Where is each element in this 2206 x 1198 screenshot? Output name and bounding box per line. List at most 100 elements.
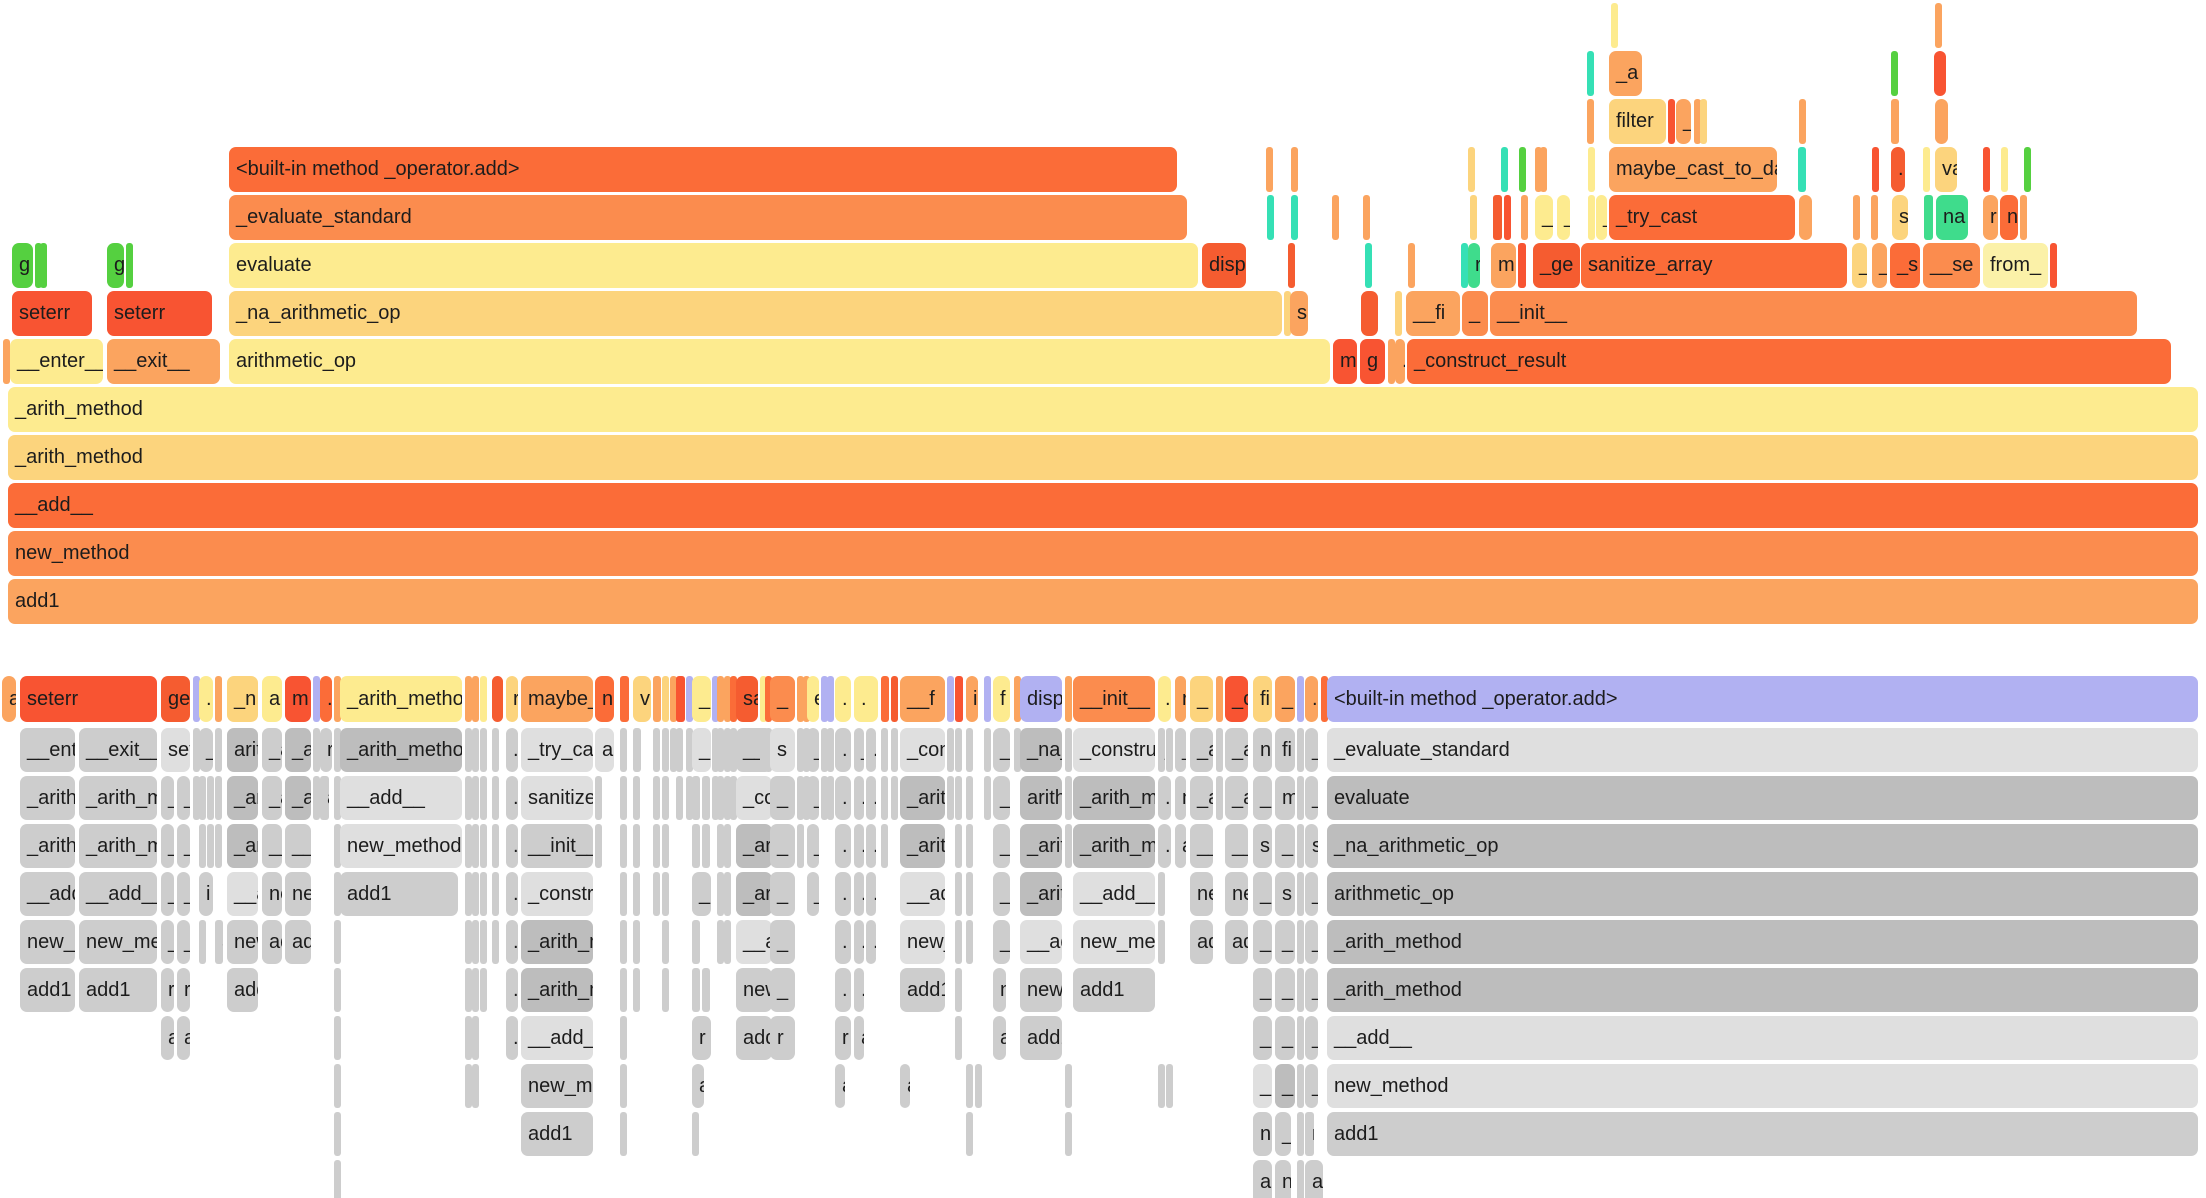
caller-bar[interactable]: new_method	[736, 968, 772, 1012]
caller-bar[interactable]	[313, 776, 320, 820]
caller-bar[interactable]: new_method	[1225, 872, 1248, 916]
caller-bar[interactable]: .	[854, 872, 864, 916]
caller-bar[interactable]	[1297, 1112, 1304, 1156]
caller-bar[interactable]: _	[854, 728, 864, 772]
caller-bar[interactable]: _	[770, 824, 795, 868]
caller-bar[interactable]: _arith_method	[285, 728, 311, 772]
caller-bar[interactable]: .	[835, 728, 851, 772]
caller-bar[interactable]: _arith_method	[1225, 776, 1248, 820]
caller-bar[interactable]	[334, 968, 341, 1012]
caller-bar[interactable]	[1297, 1016, 1304, 1060]
flame-bar[interactable]: m	[1333, 339, 1357, 384]
caller-bar[interactable]	[1297, 728, 1304, 772]
caller-bar[interactable]: .	[633, 920, 640, 964]
caller-bar[interactable]	[676, 728, 683, 772]
caller-bar[interactable]: __add__	[1225, 824, 1248, 868]
caller-bar[interactable]: r	[320, 728, 332, 772]
caller-bar[interactable]: a	[215, 920, 223, 964]
flame-bar[interactable]	[40, 243, 47, 288]
flame-bar[interactable]: _	[1190, 676, 1213, 722]
caller-bar[interactable]: r	[1305, 1112, 1314, 1156]
caller-bar[interactable]: new_method	[262, 872, 282, 916]
caller-bar[interactable]: _	[993, 824, 1010, 868]
caller-bar[interactable]	[1216, 728, 1223, 772]
caller-bar[interactable]: .	[492, 920, 499, 964]
flame-bar[interactable]	[215, 676, 222, 722]
caller-bar[interactable]: _	[807, 872, 819, 916]
caller-bar[interactable]: _arith_method	[1327, 920, 2198, 964]
caller-bar[interactable]: a	[1305, 1160, 1323, 1198]
flame-bar[interactable]	[465, 676, 472, 722]
caller-bar[interactable]: .	[506, 776, 518, 820]
flame-bar[interactable]: v	[633, 676, 651, 722]
caller-bar[interactable]: add1	[1190, 920, 1213, 964]
flame-bar[interactable]: sanitize_array	[1581, 243, 1847, 288]
caller-bar[interactable]	[620, 776, 627, 820]
caller-bar[interactable]: .	[702, 776, 710, 820]
flame-bar[interactable]	[881, 676, 889, 722]
flame-bar[interactable]	[1588, 147, 1595, 192]
caller-bar[interactable]: .	[662, 824, 669, 868]
caller-bar[interactable]: .	[835, 776, 851, 820]
caller-bar[interactable]: n	[1253, 728, 1272, 772]
flame-bar[interactable]: _try_cast	[1609, 195, 1795, 240]
caller-bar[interactable]: _arith_method	[262, 776, 282, 820]
caller-bar[interactable]	[465, 1016, 472, 1060]
flame-bar[interactable]: add1	[8, 579, 2198, 624]
caller-bar[interactable]: .	[492, 872, 499, 916]
caller-bar[interactable]: .	[207, 776, 214, 820]
caller-bar[interactable]: _construct_result	[736, 776, 772, 820]
caller-bar[interactable]: _na_arithmetic_op	[1020, 728, 1062, 772]
caller-bar[interactable]: _	[177, 872, 190, 916]
caller-bar[interactable]: .	[506, 920, 518, 964]
caller-bar[interactable]: __exit__	[79, 728, 157, 772]
flame-bar[interactable]	[1332, 195, 1339, 240]
caller-bar[interactable]: .	[955, 824, 962, 868]
caller-bar[interactable]	[334, 776, 341, 820]
caller-bar[interactable]: _	[161, 824, 174, 868]
caller-bar[interactable]	[620, 1064, 627, 1108]
caller-bar[interactable]	[1065, 1112, 1072, 1156]
caller-bar[interactable]	[803, 776, 810, 820]
caller-bar[interactable]	[717, 920, 724, 964]
caller-bar[interactable]	[797, 728, 804, 772]
flame-bar[interactable]	[480, 676, 487, 722]
caller-bar[interactable]	[692, 1112, 699, 1156]
flame-bar[interactable]: _c	[1225, 676, 1248, 722]
caller-bar[interactable]: __add__	[1327, 1016, 2198, 1060]
caller-bar[interactable]	[724, 776, 731, 820]
caller-bar[interactable]: .	[215, 728, 222, 772]
flame-bar[interactable]: i	[966, 676, 978, 722]
flame-bar[interactable]: seterr	[107, 291, 212, 336]
flame-bar[interactable]: _	[1676, 99, 1691, 144]
flame-bar[interactable]: _	[1535, 195, 1553, 240]
caller-bar[interactable]	[465, 1064, 472, 1108]
caller-bar[interactable]	[480, 920, 487, 964]
flame-bar[interactable]: seterr	[20, 676, 157, 722]
caller-bar[interactable]: .	[692, 920, 700, 964]
caller-bar[interactable]	[472, 1016, 479, 1060]
caller-bar[interactable]	[891, 776, 898, 820]
flame-bar[interactable]	[1461, 243, 1468, 288]
caller-bar[interactable]: _arith_method	[521, 968, 593, 1012]
caller-bar[interactable]: __add__	[20, 872, 75, 916]
caller-bar[interactable]	[1297, 824, 1304, 868]
flame-bar[interactable]	[1493, 195, 1502, 240]
caller-bar[interactable]: .	[866, 920, 876, 964]
flame-bar[interactable]: disp	[1202, 243, 1246, 288]
caller-bar[interactable]: n	[1275, 1160, 1291, 1198]
caller-bar[interactable]	[465, 968, 472, 1012]
caller-bar[interactable]: .	[506, 824, 518, 868]
flame-bar[interactable]	[1694, 99, 1701, 144]
caller-bar[interactable]: .	[633, 824, 640, 868]
caller-bar[interactable]	[881, 728, 888, 772]
flame-bar[interactable]: maybe_cast_to_datetime	[1609, 147, 1777, 192]
caller-bar[interactable]: _	[1175, 728, 1186, 772]
caller-bar[interactable]: n	[1175, 776, 1186, 820]
caller-bar[interactable]: _	[161, 920, 174, 964]
caller-bar[interactable]	[966, 872, 973, 916]
caller-bar[interactable]	[595, 776, 602, 820]
flame-bar[interactable]	[1365, 243, 1372, 288]
flame-bar[interactable]: g	[12, 243, 33, 288]
flame-bar[interactable]: _	[1275, 676, 1295, 722]
